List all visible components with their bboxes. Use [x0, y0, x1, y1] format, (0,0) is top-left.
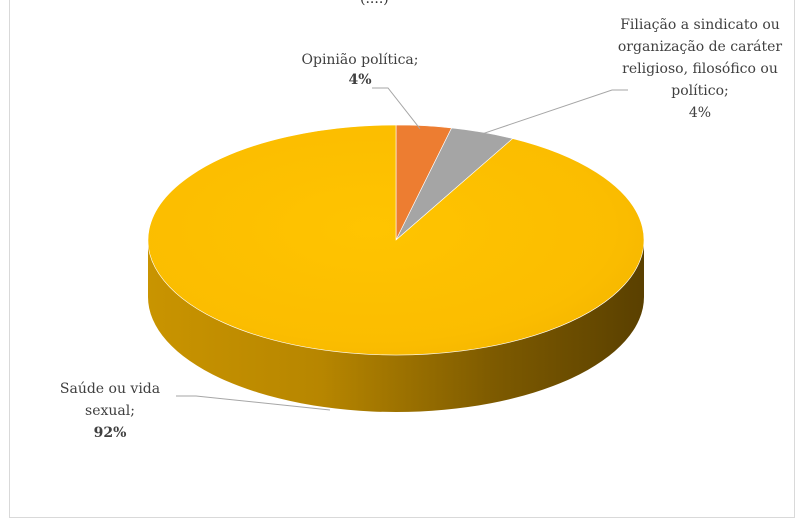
- leader-line-opiniao: [372, 87, 421, 130]
- data-label-saude-line2: sexual;: [85, 403, 135, 419]
- data-label-filiacao: Filiação a sindicato ou organização de c…: [600, 14, 799, 124]
- clipped-title: (....): [0, 0, 799, 6]
- data-label-saude-pct: 92%: [93, 425, 127, 441]
- data-label-saude: Saúde ou vida sexual; 92%: [40, 378, 180, 444]
- leader-line-filiacao: [480, 89, 628, 135]
- data-label-filiacao-line4: político;: [671, 83, 729, 99]
- pie-side-wall: [148, 240, 644, 412]
- data-label-filiacao-line3: religioso, filosófico ou: [622, 61, 778, 77]
- leader-line-saude: [176, 395, 331, 411]
- leader-lines: [176, 87, 628, 411]
- data-label-opiniao: Opinião política; 4%: [290, 50, 430, 90]
- data-label-opiniao-name: Opinião política;: [301, 52, 419, 68]
- data-label-filiacao-pct: 4%: [688, 105, 712, 121]
- data-label-filiacao-line1: Filiação a sindicato ou: [620, 17, 780, 33]
- pie-side-surface: [148, 240, 644, 412]
- clipped-title-text: (....): [360, 0, 389, 6]
- pie-slice-saude: [147, 124, 645, 356]
- data-label-opiniao-pct: 4%: [348, 72, 372, 88]
- data-label-filiacao-line2: organização de caráter: [617, 39, 783, 55]
- data-label-saude-line1: Saúde ou vida: [59, 381, 161, 397]
